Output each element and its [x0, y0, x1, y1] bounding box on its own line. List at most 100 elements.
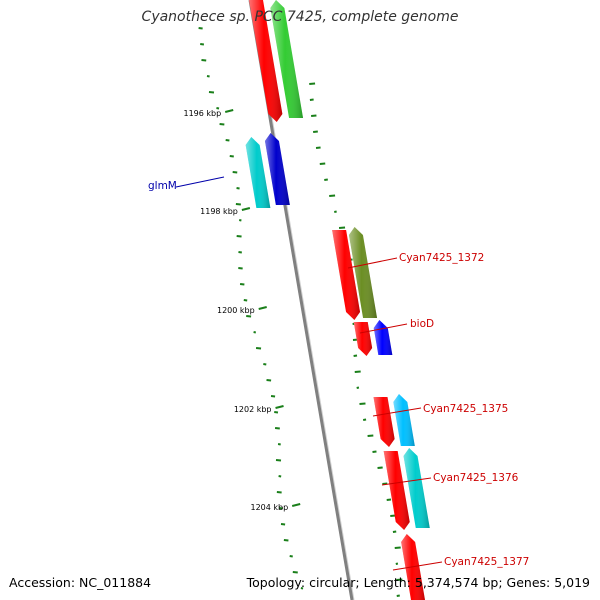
gene-feature[interactable] [373, 320, 393, 355]
gc-skew-mark [279, 507, 283, 510]
gc-skew-mark [392, 530, 397, 533]
gc-skew-mark [292, 571, 298, 574]
gc-skew-mark [377, 466, 383, 469]
gc-skew-mark [359, 402, 366, 405]
label-leader-line [359, 323, 408, 334]
gc-skew-mark [206, 75, 210, 78]
gc-skew-mark [201, 59, 207, 62]
gene-label[interactable]: Cyan7425_1375 [423, 403, 508, 415]
label-leader-line [372, 407, 422, 417]
scale-tick [241, 207, 251, 211]
gc-skew-mark [238, 219, 242, 222]
gc-skew-mark [225, 139, 230, 142]
gc-skew-mark [229, 155, 234, 158]
gc-skew-mark [243, 299, 248, 302]
scale-tick [258, 306, 267, 310]
gc-skew-mark [315, 146, 321, 149]
gc-skew-mark [309, 98, 314, 101]
gc-skew-mark [394, 546, 401, 549]
gc-skew-mark [219, 123, 225, 126]
gene-label[interactable]: glmM [148, 180, 177, 192]
label-leader-line [347, 257, 398, 269]
scale-tick [291, 503, 301, 507]
gc-skew-mark [208, 91, 215, 94]
gc-skew-track [198, 27, 403, 597]
gene-feature[interactable] [249, 0, 283, 122]
gc-skew-mark [367, 434, 374, 437]
gc-skew-mark [283, 539, 289, 542]
gc-skew-mark [396, 594, 400, 597]
label-leader-line [175, 176, 225, 188]
gc-skew-mark [253, 331, 257, 334]
gc-skew-mark [274, 411, 279, 414]
gc-skew-mark [235, 203, 241, 206]
gc-skew-mark [395, 562, 399, 565]
gc-skew-mark [300, 587, 304, 590]
label-leader-line [392, 561, 443, 571]
gc-skew-mark [238, 251, 242, 254]
scale-tick [275, 405, 284, 409]
gc-skew-mark [354, 370, 361, 373]
gc-skew-mark [338, 226, 346, 229]
scale-tick-label: 1198 kbp [200, 207, 238, 216]
gc-skew-mark [275, 459, 282, 462]
gc-skew-mark [372, 450, 377, 453]
gc-skew-mark [313, 130, 318, 133]
gc-skew-mark [324, 178, 328, 181]
gc-skew-mark [236, 235, 242, 238]
gc-skew-mark [255, 347, 262, 350]
gene-label[interactable]: Cyan7425_1372 [399, 252, 484, 264]
map-title: Cyanothece sp. PCC 7425, complete genome [141, 9, 459, 25]
gc-skew-mark [236, 187, 240, 190]
gc-skew-mark [216, 107, 220, 110]
gc-skew-mark [266, 379, 272, 382]
scale-tick-label: 1204 kbp [250, 503, 288, 512]
gc-skew-mark [353, 354, 358, 357]
gene-label[interactable]: Cyan7425_1377 [444, 556, 529, 568]
gc-skew-mark [274, 427, 280, 430]
gene-label[interactable]: bioD [410, 318, 434, 330]
scale-tick [224, 109, 234, 113]
label-leader-line [381, 477, 432, 486]
gc-skew-mark [309, 82, 316, 85]
gene-feature[interactable] [393, 394, 415, 446]
gc-skew-mark [280, 523, 286, 526]
gene-feature[interactable] [353, 322, 373, 356]
accession-label: Accession: NC_011884 [9, 575, 152, 590]
gc-skew-mark [356, 386, 360, 389]
gene-feature[interactable] [348, 227, 378, 318]
gene-label[interactable]: Cyan7425_1376 [433, 472, 519, 484]
genome-summary: Topology: circular; Length: 5,374,574 bp… [246, 575, 590, 590]
gc-skew-mark [239, 283, 245, 286]
gc-skew-mark [319, 162, 326, 165]
scale-tick-label: 1196 kbp [184, 109, 222, 118]
gene-feature[interactable] [270, 0, 304, 118]
gc-skew-mark [238, 267, 243, 270]
gene-feature[interactable] [245, 137, 271, 208]
gene-feature[interactable] [383, 451, 410, 530]
gc-skew-mark [363, 418, 367, 421]
scale-tick-label: 1200 kbp [217, 306, 255, 315]
gc-skew-mark [334, 210, 337, 213]
gc-skew-mark [278, 475, 282, 478]
gc-skew-mark [246, 315, 252, 318]
gc-skew-mark [198, 27, 203, 30]
gc-skew-mark [276, 491, 282, 494]
gene-feature[interactable] [403, 448, 430, 528]
gc-skew-mark [232, 171, 238, 174]
gc-skew-mark [396, 578, 403, 581]
gene-feature[interactable] [373, 397, 395, 447]
gc-skew-mark [270, 395, 276, 398]
gc-skew-mark [200, 43, 205, 46]
gene-feature[interactable] [264, 133, 290, 205]
scale-tick-label: 1202 kbp [234, 405, 272, 414]
gc-skew-mark [329, 194, 336, 197]
gc-skew-mark [386, 498, 392, 501]
gc-skew-mark [289, 555, 293, 558]
gc-skew-mark [311, 114, 317, 117]
gc-skew-mark [277, 443, 281, 446]
gc-skew-mark [263, 363, 267, 366]
gc-skew-mark [382, 482, 388, 485]
gene-feature[interactable] [332, 230, 361, 320]
